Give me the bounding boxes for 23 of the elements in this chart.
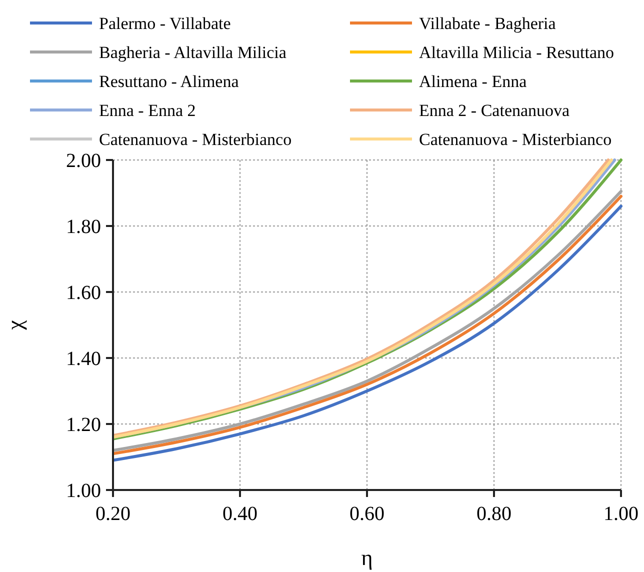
legend-label: Catenanuova - Misterbianco: [419, 130, 612, 149]
y-tick-label: 1.60: [66, 282, 101, 304]
x-axis-title: η: [361, 545, 373, 570]
x-tick-label: 1.00: [604, 503, 638, 525]
x-tick-label: 0.60: [350, 503, 384, 525]
legend-label: Altavilla Milicia - Resuttano: [419, 43, 614, 62]
legend-label: Bagheria - Altavilla Milicia: [99, 43, 287, 62]
legend-label: Resuttano - Alimena: [99, 72, 240, 91]
y-tick-label: 1.00: [66, 480, 101, 502]
legend-label: Enna 2 - Catenanuova: [419, 101, 570, 120]
legend-label: Alimena - Enna: [419, 72, 528, 91]
legend-label: Villabate - Bagheria: [419, 14, 556, 33]
legend-label: Palermo - Villabate: [99, 14, 231, 33]
legend-label: Catenanuova - Misterbianco: [99, 130, 292, 149]
x-tick-label: 0.40: [222, 503, 258, 525]
y-tick-label: 2.00: [66, 150, 101, 172]
x-tick-label: 0.80: [476, 503, 512, 525]
y-tick-label: 1.20: [66, 414, 101, 436]
y-tick-label: 1.40: [66, 348, 101, 370]
y-axis-title: χ: [2, 320, 27, 331]
legend-label: Enna - Enna 2: [99, 101, 196, 120]
x-tick-label: 0.20: [96, 503, 130, 525]
y-tick-label: 1.80: [66, 216, 101, 238]
